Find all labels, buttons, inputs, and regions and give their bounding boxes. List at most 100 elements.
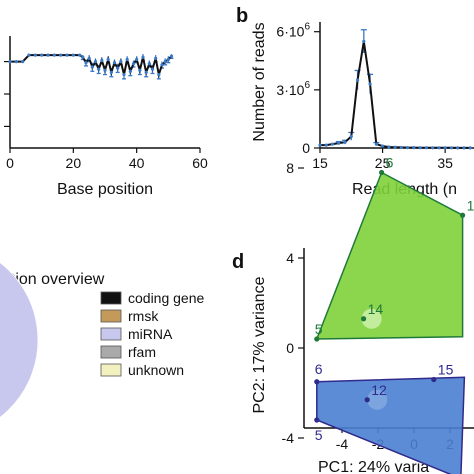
panel-a-point	[131, 62, 136, 66]
panel-b-point	[412, 146, 416, 150]
panel-a-point	[97, 67, 101, 71]
panel-b-y-tick-label: 0	[302, 140, 310, 156]
panel-b-point	[343, 140, 347, 144]
panel-a-point	[160, 63, 164, 67]
panel-b-point	[368, 82, 372, 86]
panel-c-title: ation overview	[2, 271, 105, 288]
panel-c-pie-chart: ation overview coding gene rmsk miRNA rfam u…	[0, 262, 205, 418]
panel-b-point	[393, 145, 397, 149]
panel-b-series-line	[320, 41, 471, 149]
panel-a-x-tick-label: 20	[66, 155, 82, 171]
panel-a-point	[119, 60, 123, 64]
panel-a-point	[147, 62, 151, 66]
pca-point-label: 14	[368, 301, 384, 317]
panel-b-point	[456, 146, 460, 150]
panel-b-x-tick-label: 35	[437, 155, 453, 171]
panel-b-point	[399, 145, 403, 150]
panel-b-point	[349, 134, 353, 138]
panel-d-y-tick-label: 8	[286, 160, 294, 176]
panel-a-point	[163, 60, 167, 64]
panel-a-point	[125, 57, 129, 62]
panel-a-x-tick-label: 40	[129, 155, 145, 171]
pca-point-halo	[367, 389, 388, 410]
panel-a-point	[138, 68, 142, 72]
panel-a-point	[14, 60, 18, 64]
panel-a-x-axis-title: Base position	[57, 181, 153, 198]
pca-point	[379, 169, 385, 176]
pca-point	[314, 336, 320, 342]
panel-a-point	[128, 69, 132, 73]
panel-label-d: d	[232, 251, 244, 273]
pca-point-label: 6	[386, 155, 394, 171]
pca-point	[364, 397, 370, 403]
pca-point-label: 5	[315, 427, 323, 443]
legend-label-unknown: unknown	[128, 362, 184, 378]
panel-a-line-chart: Base position 0 20 40 60	[4, 36, 208, 198]
panel-b-point	[418, 146, 422, 150]
panel-a-point	[103, 68, 107, 72]
panel-a-point	[33, 53, 37, 57]
panel-b-point	[318, 143, 322, 147]
pca-point	[431, 376, 437, 383]
legend-swatch-rmsk	[100, 309, 122, 323]
panel-b-point	[406, 146, 410, 150]
panel-a-point	[27, 53, 31, 57]
panel-b-point	[324, 143, 328, 147]
panel-a-point	[93, 60, 98, 64]
panel-b-point	[424, 146, 428, 150]
panel-b-point	[443, 146, 447, 150]
panel-a-point	[109, 70, 113, 74]
panel-a-point	[141, 55, 145, 59]
panel-b-point	[468, 146, 472, 150]
panel-b-y-axis-title: Number of reads	[251, 22, 268, 141]
pca-group-hull-2	[316, 376, 466, 474]
panel-a-point	[150, 67, 155, 71]
panel-a-x-tick-label: 60	[192, 155, 208, 171]
panel-a-point	[166, 57, 170, 62]
panel-d-y-tick-label: 0	[286, 340, 294, 356]
panel-b-point	[330, 142, 335, 146]
panel-b-y-tick-label: 3·106	[276, 80, 310, 98]
panel-b-point	[449, 146, 454, 150]
legend-label-coding-gene: coding gene	[128, 290, 205, 306]
panel-b-point	[362, 39, 366, 43]
pca-point-label: 19	[467, 197, 474, 213]
panel-a-point	[84, 61, 88, 65]
panel-d-x-axis-title: PC1: 24% varia	[318, 459, 429, 474]
panel-b-point	[462, 146, 466, 150]
panel-b-point	[337, 141, 341, 145]
legend-swatch-coding-gene	[100, 291, 122, 305]
panel-a-point	[106, 57, 110, 62]
panel-b-y-tick-label: 6·106	[276, 22, 310, 40]
panel-b-point	[380, 144, 385, 148]
panel-a-point	[78, 53, 82, 57]
panel-a-point	[71, 53, 75, 57]
panel-a-point	[40, 53, 44, 57]
panel-d-y-tick-label: -4	[282, 430, 295, 446]
pie-legend: coding gene rmsk miRNA rfam unknown	[100, 290, 205, 378]
panel-b-point	[437, 146, 441, 150]
legend-swatch-miRNA	[100, 327, 122, 341]
panel-a-point	[59, 53, 63, 57]
panel-a-point	[100, 58, 104, 63]
panel-a-point	[112, 61, 117, 65]
legend-swatch-unknown	[100, 363, 122, 377]
panel-b-x-tick-label: 15	[312, 155, 328, 171]
panel-label-b: b	[236, 5, 248, 27]
panel-d-x-tick-label: -4	[336, 436, 349, 452]
panel-a-point	[122, 72, 126, 77]
pca-point	[361, 316, 367, 322]
legend-swatch-rfam	[100, 345, 122, 359]
panel-d-y-axis-title: PC2: 17% variance	[251, 276, 268, 413]
panel-b-x-tick-label: 25	[375, 155, 391, 171]
pie-slice-miRNA	[0, 262, 39, 418]
panel-a-point	[116, 66, 120, 70]
panel-a-point	[65, 53, 69, 57]
panel-a-point	[87, 56, 91, 60]
panel-a-point	[135, 57, 139, 62]
panel-a-x-tick-label: 0	[6, 155, 14, 171]
panel-b-point	[355, 78, 360, 82]
legend-label-rmsk: rmsk	[128, 308, 159, 324]
panel-a-point	[157, 72, 161, 77]
